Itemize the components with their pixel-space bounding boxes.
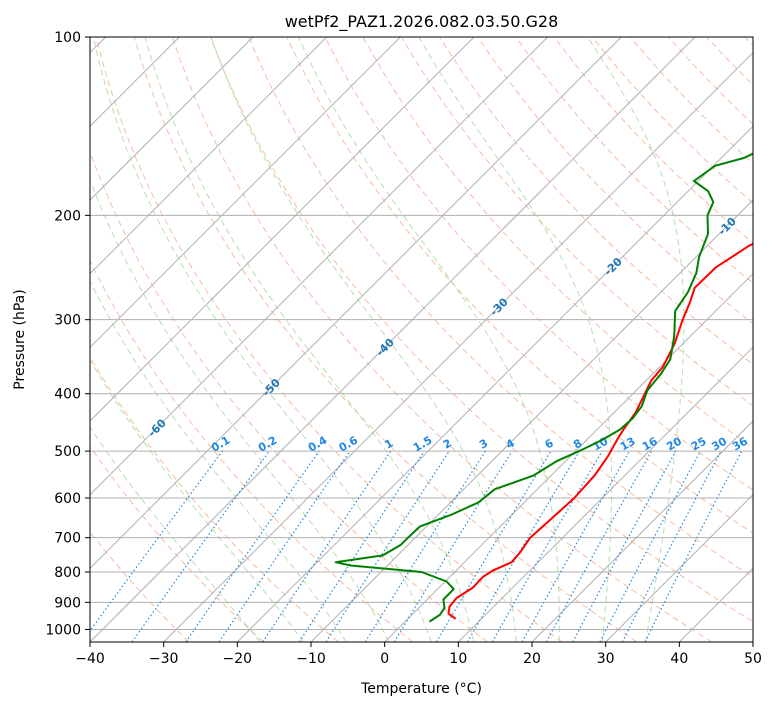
moist-adiabat <box>587 37 685 642</box>
isotherm-line <box>531 420 753 642</box>
y-tick-label: 100 <box>54 30 81 46</box>
dry-adiabat <box>171 37 712 642</box>
plot-frame <box>89 36 754 643</box>
isotherm-line <box>90 37 328 275</box>
isotherm-line <box>163 51 753 642</box>
x-tick-label: 40 <box>670 651 688 667</box>
isotherm-line <box>384 272 753 642</box>
x-axis-label: Temperature (°C) <box>360 681 482 697</box>
y-axis-label: Pressure (hPa) <box>12 289 28 389</box>
mixing-ratio-line <box>131 450 270 642</box>
isotherm-line <box>310 199 753 642</box>
moist-adiabat <box>90 358 304 642</box>
dry-adiabat <box>90 259 414 642</box>
x-tick-label: −30 <box>149 651 179 667</box>
mixing-ratio-line <box>262 450 392 642</box>
mixing-ratio-line <box>545 450 653 642</box>
mixing-ratio-line <box>325 450 450 642</box>
plot-area: -100-90-80-70-60-50-40-30-20-10010203040… <box>90 37 753 642</box>
x-tick-label: −10 <box>296 651 326 667</box>
x-tick-label: −20 <box>223 651 253 667</box>
y-tick-label: 900 <box>54 595 81 611</box>
dry-adiabat <box>286 37 753 534</box>
mixing-ratio-line <box>521 450 631 642</box>
y-tick-label: 300 <box>54 313 81 329</box>
isotherm-line <box>605 493 753 642</box>
y-tick-label: 200 <box>54 208 81 224</box>
moist-adiabat <box>418 37 613 642</box>
y-tick-label: 700 <box>54 531 81 547</box>
y-tick-label: 600 <box>54 491 81 507</box>
mixing-ratio-line <box>185 450 320 642</box>
dry-adiabat <box>248 37 753 578</box>
x-tick-label: −40 <box>75 651 105 667</box>
isotherm-line <box>90 37 475 422</box>
isobar-gridlines <box>90 37 753 630</box>
y-axis-ticks: 100 200 300 400 500 600 700 800 900 1000 <box>45 30 90 638</box>
moist-adiabat <box>210 37 517 642</box>
x-tick-label: 20 <box>523 651 541 667</box>
y-tick-label: 1000 <box>45 622 81 638</box>
isotherm-gridlines <box>90 37 753 642</box>
moist-adiabat <box>144 37 475 642</box>
dry-adiabat <box>324 37 753 491</box>
x-axis-ticks: −40 −30 −20 −10 0 10 20 30 40 50 <box>75 642 762 667</box>
isotherm-line <box>90 37 254 201</box>
mixing-ratio-lines <box>90 450 743 642</box>
dry-adiabat <box>95 37 563 642</box>
mixing-ratio-line <box>393 450 513 642</box>
y-tick-label: 800 <box>54 565 81 581</box>
isotherm-line <box>90 37 622 570</box>
x-tick-label: 30 <box>597 651 615 667</box>
dewpoint-profile-line <box>334 152 753 623</box>
dry-adiabat <box>515 37 753 284</box>
mixing-ratio-line <box>218 450 351 642</box>
dry-adiabat <box>133 37 638 642</box>
x-tick-label: 0 <box>380 651 389 667</box>
moist-adiabat <box>90 178 390 642</box>
isotherm-line <box>457 346 753 642</box>
dry-adiabat <box>210 37 753 623</box>
x-tick-label: 10 <box>449 651 467 667</box>
isotherm-line <box>90 37 696 642</box>
moist-adiabat <box>90 426 261 642</box>
isotherm-line <box>236 125 753 642</box>
mixing-ratio-line <box>90 450 223 632</box>
dry-adiabat <box>90 445 264 642</box>
dry-adiabat <box>90 356 339 642</box>
temperature-profile-line <box>447 242 753 620</box>
series-lines <box>334 152 753 623</box>
y-tick-label: 400 <box>54 387 81 403</box>
x-tick-label: 50 <box>744 651 762 667</box>
isotherm-line <box>90 37 401 349</box>
mixing-ratio-line <box>644 450 743 642</box>
y-tick-label: 500 <box>54 444 81 460</box>
isotherm-line <box>90 37 549 496</box>
moist-adiabat <box>92 37 432 642</box>
chart-title: wetPf2_PAZ1.2026.082.03.50.G28 <box>285 12 559 32</box>
mixing-ratio-line <box>572 450 677 642</box>
mixing-ratio-line <box>298 450 425 642</box>
dry-adiabats <box>90 37 753 642</box>
